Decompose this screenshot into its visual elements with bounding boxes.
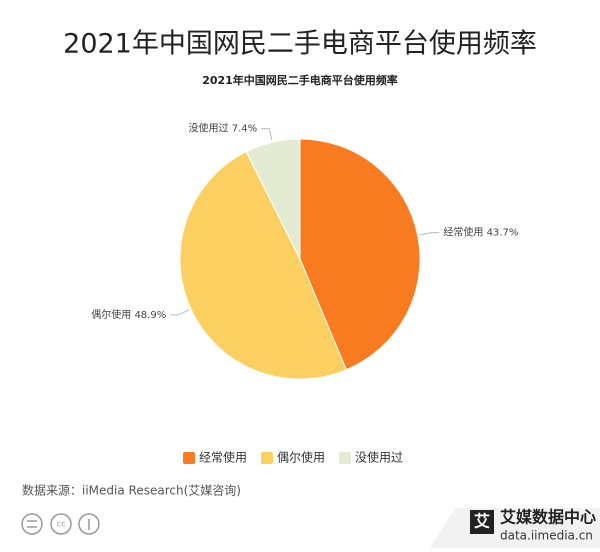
data-label-name: 偶尔使用	[91, 308, 131, 321]
brand-logo-mark: 艾	[474, 512, 490, 531]
chart-subtitle: 2021年中国网民二手电商平台使用频率	[202, 73, 398, 87]
license-icons	[21, 513, 100, 535]
data-label-value: 48.9%	[134, 310, 166, 321]
leader-line	[170, 309, 190, 316]
data-label: 经常使用 43.7%	[443, 226, 518, 239]
pie-slice	[299, 138, 421, 371]
legend: 经常使用 偶尔使用 没使用过	[183, 450, 403, 465]
brand-logo	[470, 510, 494, 534]
legend-label: 没使用过	[355, 450, 403, 465]
legend-swatch	[183, 452, 195, 464]
data-label-value: 7.4%	[232, 124, 257, 135]
legend-swatch	[261, 452, 273, 464]
data-label-name: 没使用过	[189, 122, 229, 135]
pie-slice	[245, 138, 301, 260]
leader-line	[419, 232, 440, 236]
pie: 经常使用 43.7% 偶尔使用 48.9% 没使用过 7.4%	[91, 122, 518, 380]
source: 数据来源：iiMedia Research(艾媒咨询)	[22, 483, 241, 498]
legend-label: 偶尔使用	[277, 450, 325, 465]
cc-icon: cc	[57, 520, 66, 529]
data-label-name: 经常使用	[443, 226, 483, 239]
brand-url: data.iimedia.cn	[500, 529, 593, 543]
brand-name: 艾媒数据中心	[500, 508, 596, 527]
leader-line	[261, 128, 273, 141]
legend-swatch	[339, 452, 351, 464]
legend-label: 经常使用	[199, 450, 247, 465]
data-label: 偶尔使用 48.9%	[91, 308, 166, 321]
chart-title: 2021年中国网民二手电商平台使用频率	[63, 29, 537, 60]
pie-slice	[179, 151, 347, 380]
data-label: 没使用过 7.4%	[189, 122, 258, 135]
data-label-value: 43.7%	[487, 228, 519, 239]
